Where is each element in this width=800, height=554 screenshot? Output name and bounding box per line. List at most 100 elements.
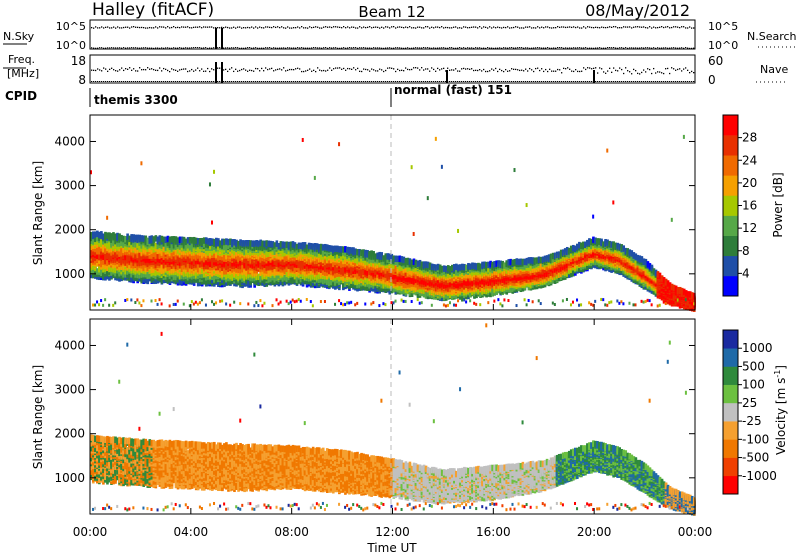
near-range-cell bbox=[140, 304, 143, 308]
nave-dot bbox=[235, 81, 237, 82]
heatmap-cell bbox=[366, 259, 369, 266]
nave-dot bbox=[345, 81, 347, 82]
freq-dot bbox=[201, 68, 203, 70]
heatmap-cell bbox=[392, 271, 396, 279]
sky-dot bbox=[621, 27, 623, 29]
heatmap-cell bbox=[198, 264, 202, 272]
freq-dot bbox=[519, 69, 521, 72]
search-dot bbox=[143, 47, 145, 49]
freq-dot bbox=[431, 67, 433, 69]
search-dot bbox=[409, 47, 411, 49]
search-dot bbox=[269, 47, 271, 49]
nave-dot bbox=[253, 81, 255, 82]
search-dot bbox=[423, 47, 425, 49]
search-dot bbox=[535, 47, 537, 49]
sky-dot bbox=[545, 26, 547, 28]
sky-dot bbox=[619, 27, 621, 29]
search-dot bbox=[163, 47, 165, 49]
nave-dot bbox=[623, 81, 625, 82]
freq-dot bbox=[551, 70, 553, 72]
freq-dot bbox=[665, 68, 667, 70]
freq-dot bbox=[189, 70, 191, 72]
search-dot bbox=[495, 47, 497, 49]
nave-dot bbox=[247, 81, 249, 82]
heatmap-cell bbox=[317, 243, 321, 251]
freq-dot bbox=[277, 68, 279, 71]
sky-dot bbox=[395, 27, 397, 29]
nave-dot bbox=[385, 81, 387, 82]
search-dot bbox=[209, 47, 211, 49]
heatmap-cell bbox=[307, 242, 311, 250]
freq-dot bbox=[591, 68, 593, 70]
sky-dot bbox=[559, 26, 561, 29]
heatmap-cell bbox=[106, 267, 109, 275]
heatmap-cell bbox=[200, 267, 204, 274]
sky-dot bbox=[649, 26, 651, 28]
heatmap-cell bbox=[327, 277, 331, 284]
search-dot bbox=[605, 47, 607, 49]
search-dot bbox=[189, 47, 191, 49]
nave-dot bbox=[295, 81, 297, 82]
freq-dot bbox=[417, 67, 419, 69]
sky-dot bbox=[99, 27, 101, 29]
heatmap-cell bbox=[132, 266, 135, 274]
search-dot bbox=[93, 47, 95, 49]
sky-dot bbox=[599, 27, 601, 29]
search-dot bbox=[525, 47, 527, 49]
near-range-cell bbox=[130, 298, 133, 302]
heatmap-cell bbox=[267, 240, 271, 248]
freq-dot bbox=[693, 72, 695, 74]
freq-dot bbox=[369, 70, 371, 72]
sky-dot bbox=[557, 26, 559, 28]
freq-dot bbox=[691, 70, 693, 73]
freq-dot bbox=[115, 70, 117, 72]
nave-dot bbox=[655, 81, 657, 82]
sky-dot bbox=[433, 27, 435, 29]
heatmap-cell bbox=[223, 243, 226, 251]
freq-dot bbox=[391, 67, 393, 69]
heatmap-cell bbox=[225, 246, 228, 254]
sky-dot bbox=[271, 26, 273, 29]
heatmap-cell bbox=[213, 255, 216, 263]
freq-dot bbox=[403, 70, 405, 72]
freq-dot bbox=[267, 68, 269, 71]
freq-dot bbox=[147, 67, 149, 69]
search-dot bbox=[581, 47, 583, 49]
freq-dot bbox=[111, 67, 113, 69]
sky-dot bbox=[185, 26, 187, 28]
heatmap-cell bbox=[132, 239, 135, 247]
nave-dot bbox=[237, 81, 239, 82]
sky-dot bbox=[633, 26, 635, 28]
freq-dot bbox=[179, 69, 181, 71]
freq-dot bbox=[205, 70, 207, 72]
search-dot bbox=[255, 47, 257, 49]
heatmap-cell bbox=[301, 242, 305, 249]
sky-dot bbox=[313, 26, 315, 28]
near-range-cell bbox=[372, 301, 375, 305]
nave-dot bbox=[489, 81, 491, 82]
sky-dot bbox=[249, 27, 251, 29]
nave-dot bbox=[625, 81, 627, 82]
sky-dot bbox=[523, 27, 525, 29]
freq-dot bbox=[623, 72, 625, 75]
search-dot bbox=[683, 47, 685, 49]
nave-dot bbox=[123, 81, 125, 82]
sky-dot bbox=[119, 27, 121, 29]
search-dot bbox=[375, 47, 377, 49]
freq-dot bbox=[553, 70, 555, 72]
nave-dot bbox=[117, 81, 119, 82]
heatmap-cell bbox=[344, 246, 347, 253]
freq-dot bbox=[351, 68, 353, 70]
search-dot bbox=[443, 47, 445, 49]
freq-dot bbox=[677, 68, 679, 71]
heatmap-cell bbox=[156, 236, 160, 243]
freq-dot bbox=[185, 68, 187, 70]
freq-dot bbox=[627, 70, 629, 72]
nave-dot bbox=[585, 81, 587, 82]
heatmap-cell bbox=[340, 258, 343, 265]
sky-dot bbox=[117, 26, 119, 28]
freq-dot bbox=[299, 68, 301, 70]
sky-dot bbox=[485, 26, 487, 29]
heatmap-cell bbox=[196, 238, 200, 245]
heatmap-cell bbox=[206, 248, 210, 256]
